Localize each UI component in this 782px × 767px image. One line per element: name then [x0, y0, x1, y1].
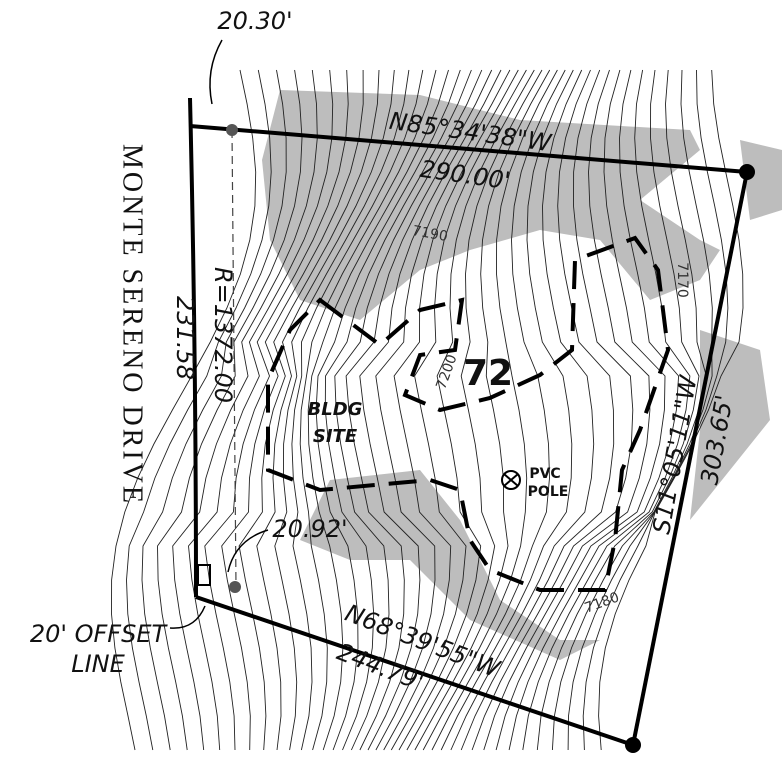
contour	[111, 69, 257, 751]
contour	[390, 69, 527, 751]
dimension-label: 20.92'	[272, 515, 347, 543]
contour	[299, 69, 437, 751]
contour	[598, 69, 744, 751]
contour	[188, 69, 334, 751]
shaded-slope	[740, 140, 782, 220]
contour	[495, 69, 666, 751]
shaded-slope	[690, 330, 770, 520]
lot-line	[195, 595, 634, 747]
contour	[315, 69, 461, 751]
corner-markers	[226, 124, 755, 753]
contour	[536, 69, 700, 751]
contour-label: 7190	[411, 223, 449, 245]
dimension-label: 20.30'	[217, 7, 292, 35]
contour	[440, 69, 574, 751]
contour	[414, 69, 551, 751]
pole-label: POLE	[528, 484, 569, 500]
contour	[567, 69, 713, 751]
contour	[450, 69, 595, 751]
contour	[204, 69, 349, 751]
contour	[582, 69, 729, 751]
building-site-label: BLDG	[308, 399, 363, 420]
leader	[227, 529, 269, 573]
leader	[169, 605, 206, 629]
pvc-pole-hatch	[503, 473, 519, 487]
lot-line	[189, 124, 748, 174]
contour	[508, 69, 680, 751]
contour	[383, 69, 519, 751]
corner-monument	[625, 737, 641, 753]
offset-point	[226, 124, 238, 136]
contour	[274, 69, 410, 751]
corner-monument	[739, 164, 755, 180]
contour	[483, 69, 651, 751]
lot-boundary	[188, 97, 749, 747]
contour	[238, 69, 380, 751]
contour-lines	[111, 69, 744, 751]
distance-label: 231.58	[171, 296, 199, 380]
contour	[141, 69, 287, 751]
offset-line	[231, 129, 237, 588]
contour	[422, 69, 558, 751]
contour	[334, 69, 483, 751]
contour	[375, 69, 511, 751]
survey-marker	[197, 564, 211, 586]
lot-line	[188, 97, 198, 598]
offset-point	[229, 581, 241, 593]
contour	[522, 69, 691, 751]
shaded-slope	[262, 90, 720, 320]
lot-line	[631, 171, 749, 746]
contour	[471, 69, 634, 751]
contour	[431, 69, 566, 751]
contour	[406, 69, 543, 751]
street-name: MONTE SERENO DRIVE	[117, 144, 148, 506]
building-site-label: SITE	[313, 426, 358, 447]
contour	[126, 69, 272, 751]
leader	[209, 39, 223, 105]
contour	[460, 69, 615, 751]
offset-label: LINE	[71, 650, 125, 678]
contour	[256, 69, 395, 751]
contour	[221, 69, 364, 751]
building-envelope	[266, 235, 671, 592]
offset-label: 20' OFFSET	[30, 620, 169, 648]
contour	[157, 69, 303, 751]
contour	[307, 69, 449, 751]
contour	[359, 69, 502, 751]
contour	[345, 69, 493, 751]
contour	[324, 69, 472, 751]
leader-arrows	[169, 39, 269, 629]
contour	[172, 69, 318, 751]
contour-label: 7170	[674, 262, 690, 298]
lot-number: 72	[463, 353, 513, 394]
pole-label: PVC	[529, 466, 560, 482]
curve-radius: R=1372.00	[209, 267, 237, 403]
